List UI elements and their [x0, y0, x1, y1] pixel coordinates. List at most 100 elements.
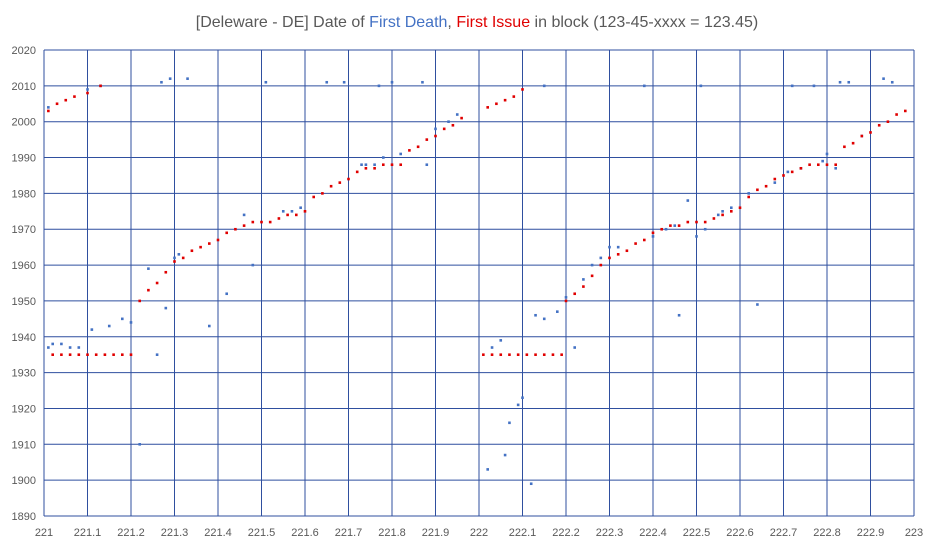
- y-tick-label: 1990: [12, 153, 36, 165]
- first-issue-point: [234, 227, 237, 231]
- first-death-point: [730, 206, 733, 210]
- first-issue-point: [103, 353, 107, 356]
- y-tick-label: 1890: [12, 511, 36, 523]
- first-death-point: [812, 84, 816, 88]
- first-issue-point: [790, 170, 794, 174]
- first-issue-point: [77, 353, 81, 356]
- first-issue-point: [434, 134, 437, 138]
- first-issue-point: [616, 253, 620, 256]
- first-death-point: [542, 317, 546, 321]
- first-death-point: [173, 256, 176, 260]
- first-issue-point: [425, 138, 429, 141]
- first-issue-point: [129, 353, 133, 356]
- first-issue-point: [860, 134, 864, 138]
- first-issue-point: [355, 170, 359, 174]
- x-tick-label: 221.2: [117, 527, 145, 539]
- first-death-point: [60, 342, 63, 346]
- first-issue-point: [94, 353, 98, 356]
- first-issue-point: [399, 163, 402, 167]
- first-death-point: [747, 192, 750, 195]
- first-issue-point: [390, 163, 394, 167]
- first-death-point: [121, 317, 124, 321]
- x-tick-label: 221.4: [204, 527, 232, 539]
- y-tick-label: 1910: [12, 439, 36, 451]
- x-tick-label: 222.2: [552, 527, 580, 539]
- first-issue-point: [877, 123, 881, 127]
- first-issue-point: [747, 195, 750, 199]
- x-tick-label: 221.9: [422, 527, 450, 539]
- first-issue-point: [721, 213, 724, 217]
- first-issue-point: [808, 163, 811, 167]
- first-death-point: [129, 321, 133, 324]
- first-death-point: [382, 156, 385, 159]
- first-issue-point: [64, 98, 68, 102]
- y-tick-label: 2000: [12, 117, 36, 129]
- first-issue-point: [86, 353, 89, 356]
- title-suffix: in block (123-45-xxxx = 123.45): [530, 14, 758, 31]
- first-issue-point: [47, 109, 50, 113]
- y-tick-label: 1900: [12, 475, 36, 487]
- first-issue-point: [338, 181, 342, 184]
- first-issue-point: [373, 166, 376, 170]
- first-death-point: [516, 403, 520, 407]
- first-issue-point: [677, 224, 681, 227]
- y-tick-label: 1970: [12, 224, 36, 236]
- first-death-point: [399, 152, 402, 156]
- first-issue-point: [408, 149, 411, 152]
- first-issue-point: [608, 256, 611, 260]
- y-tick-label: 1940: [12, 332, 36, 344]
- first-death-point: [107, 324, 111, 328]
- first-issue-point: [703, 220, 707, 224]
- first-issue-point: [730, 210, 733, 213]
- first-issue-point: [312, 195, 315, 199]
- first-death-point: [155, 353, 159, 356]
- x-tick-label: 222.4: [639, 527, 667, 539]
- x-tick-label: 222.1: [509, 527, 537, 539]
- first-death-point: [786, 170, 790, 174]
- first-issue-point: [303, 210, 307, 213]
- first-issue-point: [499, 353, 503, 356]
- first-death-point: [242, 213, 246, 217]
- y-tick-label: 1950: [12, 296, 36, 308]
- series-layer: [47, 77, 907, 486]
- first-death-point: [447, 120, 450, 123]
- first-death-point: [529, 482, 533, 486]
- first-death-point: [608, 245, 611, 249]
- first-issue-point: [634, 242, 637, 245]
- first-death-point: [77, 346, 81, 349]
- first-death-point: [790, 84, 794, 88]
- first-issue-point: [73, 95, 76, 98]
- first-issue-point: [51, 353, 54, 356]
- first-issue-point: [268, 220, 272, 224]
- x-tick-label: 222.3: [596, 527, 624, 539]
- first-issue-point: [208, 242, 211, 245]
- first-death-point: [342, 80, 346, 84]
- first-issue-point: [99, 84, 102, 88]
- first-death-point: [455, 113, 459, 116]
- first-death-point: [377, 84, 381, 88]
- first-issue-point: [347, 177, 350, 181]
- first-death-point: [164, 306, 168, 310]
- first-issue-point: [686, 220, 690, 224]
- first-issue-point: [669, 224, 672, 227]
- title-first-death: First Death: [369, 14, 447, 31]
- first-issue-point: [503, 98, 507, 102]
- first-issue-point: [660, 227, 663, 231]
- x-tick-label: 222.6: [726, 527, 754, 539]
- first-issue-point: [695, 220, 698, 224]
- first-issue-point: [242, 224, 246, 227]
- x-tick-label: 221.6: [291, 527, 319, 539]
- first-death-point: [186, 77, 189, 80]
- first-issue-point: [525, 353, 529, 356]
- first-issue-point: [60, 353, 63, 356]
- first-death-point: [373, 163, 376, 167]
- first-issue-point: [551, 353, 555, 356]
- first-issue-point: [286, 213, 289, 217]
- first-issue-point: [712, 217, 716, 220]
- y-tick-label: 2020: [12, 45, 36, 57]
- first-issue-point: [86, 91, 89, 95]
- first-issue-point: [599, 263, 603, 267]
- first-death-point: [556, 310, 559, 313]
- first-death-point: [425, 163, 429, 167]
- first-death-point: [716, 213, 720, 217]
